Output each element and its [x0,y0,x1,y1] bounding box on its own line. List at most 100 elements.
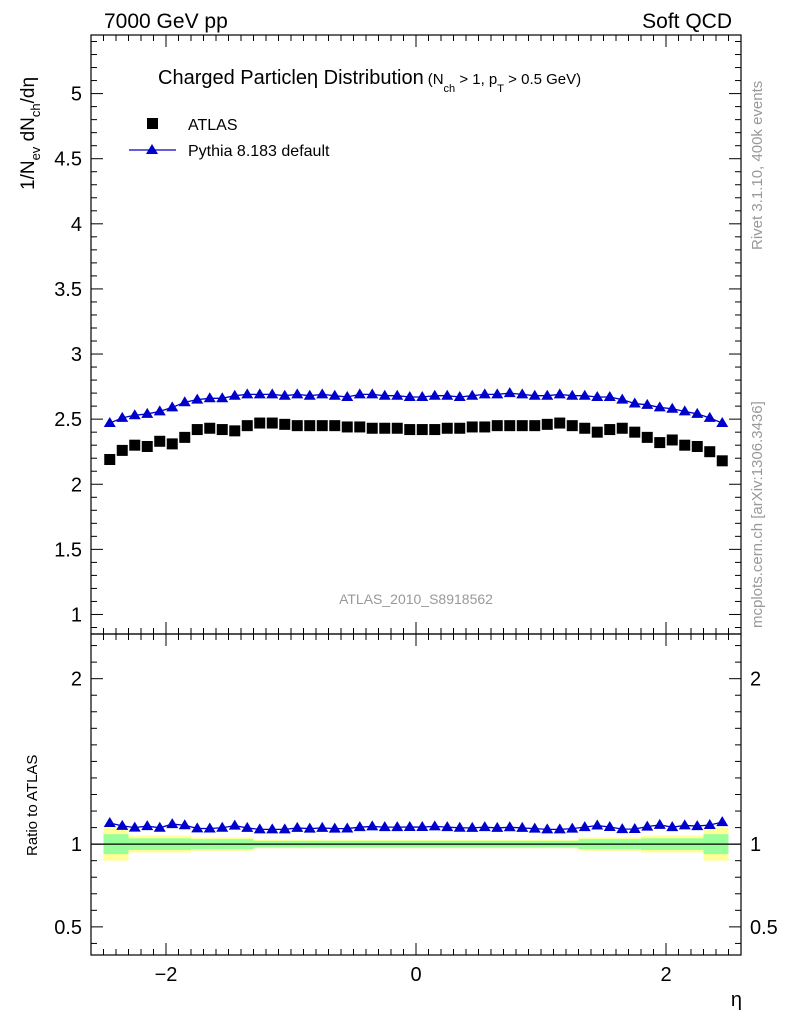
y-tick-label: 5 [71,84,82,106]
axis-ticks [90,35,742,955]
pythia-point [328,389,341,400]
pythia-ratio-point [166,818,179,829]
pythia-point [278,389,291,400]
atlas-point [229,425,241,437]
y-tick-label: 2.5 [54,409,82,431]
atlas-point [329,420,341,432]
atlas-point [379,422,391,434]
atlas-point [216,424,228,436]
atlas-point [166,438,178,450]
pythia-point [616,393,629,404]
pythia-ratio-point [266,823,279,834]
atlas-point [129,439,141,451]
pythia-ratio-point [178,819,191,830]
atlas-point [416,424,428,436]
ratio-y-axis-label: Ratio to ATLAS [24,755,41,856]
ratio-tick-label-right: 2 [750,669,761,691]
chart-title-eta: η [307,67,318,89]
atlas-point [304,420,316,432]
pythia-point [128,409,141,420]
atlas-point [404,424,416,436]
data-markers [103,387,729,834]
mcplots-label: mcplots.cern.ch [arXiv:1306.3436] [749,401,766,628]
atlas-point [354,421,366,433]
pythia-point [503,387,516,398]
atlas-point [691,440,703,452]
tick-labels: −2 0 2 1 1.5 2 2.5 3 3.5 4 4.5 5 0.5 0.5 1 1 2 2 [54,84,778,986]
atlas-point [679,439,691,451]
pythia-point [216,392,229,403]
legend-pythia-marker [146,144,158,154]
pythia-point [591,391,604,402]
atlas-point [191,424,203,436]
pythia-ratio-point [528,822,541,833]
pythia-ratio-point [278,823,291,834]
pythia-ratio-point [541,823,554,834]
pythia-ratio-point [416,821,429,832]
pythia-point [391,389,404,400]
pythia-ratio-point [641,820,654,831]
pythia-point [553,388,566,399]
chart-title: Charged Particleη Distribution (Nch > 1, … [158,67,581,95]
pythia-ratio-point [466,821,479,832]
atlas-point [654,437,666,449]
pythia-point [366,388,379,399]
pythia-point [428,389,441,400]
pythia-ratio-point [453,821,466,832]
pythia-point [103,417,116,428]
x-axis-label: η [731,989,742,1011]
y-tick-label: 2 [71,474,82,496]
pythia-point [453,391,466,402]
pythia-point [291,388,304,399]
x-tick-label: 0 [410,964,421,986]
pythia-ratio-point [653,818,666,829]
atlas-point [579,422,591,434]
chart-title-cut-mid: > 1, p [455,71,497,88]
y-tick-label: 3.5 [54,279,82,301]
pythia-ratio-point [678,819,691,830]
atlas-point [541,418,553,430]
pythia-ratio-point [691,820,704,831]
pythia-ratio-point [566,822,579,833]
atlas-point [254,417,266,429]
pythia-ratio-point [503,821,516,832]
atlas-point [516,420,528,432]
pythia-ratio-point [516,821,529,832]
atlas-point [291,420,303,432]
pythia-ratio-point [253,823,266,834]
pythia-point [478,388,491,399]
pythia-point [316,388,329,399]
atlas-point [241,420,253,432]
pythia-curve [109,392,723,831]
pythia-ratio-point [291,821,304,832]
atlas-point [529,420,541,432]
pythia-point [641,398,654,409]
pythia-ratio-point [191,822,204,833]
analysis-watermark: ATLAS_2010_S8918562 [339,591,493,607]
pythia-point [141,407,154,418]
ratio-tick-label: 0.5 [54,917,82,939]
ratio-tick-label: 2 [71,669,82,691]
header-energy: 7000 GeV pp [104,10,228,33]
legend-atlas-label: ATLAS [188,117,238,134]
y-tick-label: 4 [71,214,82,236]
ratio-tick-label-right: 0.5 [750,917,778,939]
pythia-point [578,389,591,400]
atlas-point [441,422,453,434]
pythia-point [353,388,366,399]
pythia-point [691,407,704,418]
atlas-point [554,417,566,429]
pythia-point [666,402,679,413]
atlas-point [566,420,578,432]
pythia-ratio-point [441,821,454,832]
pythia-point [153,405,166,416]
pythia-point [416,391,429,402]
pythia-point [628,397,641,408]
atlas-point [179,431,191,443]
atlas-point [591,426,603,438]
atlas-point [141,440,153,452]
pythia-ratio-point [478,821,491,832]
pythia-ratio-point [328,822,341,833]
pythia-ratio-point [141,820,154,831]
pythia-point [653,401,666,412]
